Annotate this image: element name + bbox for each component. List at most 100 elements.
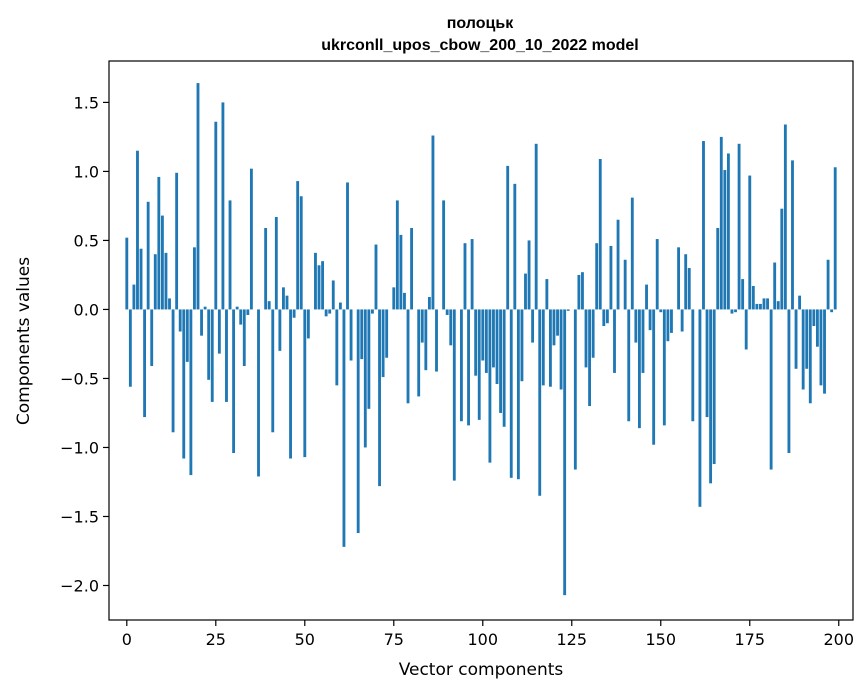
bar-185 — [783, 124, 787, 310]
bar-148 — [652, 309, 656, 445]
bar-137 — [613, 309, 616, 373]
x-tick-label: 25 — [206, 630, 226, 649]
bar-16 — [182, 309, 186, 459]
bar-172 — [737, 143, 741, 310]
y-tick-label: −1.0 — [60, 438, 99, 457]
bar-63 — [349, 309, 353, 361]
bar-189 — [798, 295, 802, 310]
bar-70 — [374, 244, 378, 310]
bar-193 — [812, 309, 816, 326]
bar-103 — [492, 309, 495, 368]
bar-168 — [723, 170, 727, 310]
bar-49 — [299, 196, 303, 310]
bar-85 — [427, 297, 431, 310]
bar-106 — [502, 309, 506, 427]
bar-4 — [139, 248, 143, 310]
plot-frame — [108, 60, 854, 621]
bar-35 — [249, 168, 253, 310]
bar-62 — [346, 182, 349, 310]
bar-14 — [175, 172, 179, 310]
bar-54 — [317, 265, 321, 310]
bar-197 — [826, 259, 830, 310]
bar-92 — [452, 309, 456, 481]
y-tick-label: −1.5 — [60, 507, 99, 526]
bar-112 — [524, 273, 527, 310]
bar-135 — [605, 309, 609, 324]
bar-171 — [734, 309, 737, 313]
bar-31 — [235, 306, 239, 310]
bar-19 — [193, 247, 196, 310]
bar-78 — [403, 292, 406, 310]
bar-2 — [132, 284, 136, 310]
bar-170 — [730, 309, 734, 314]
bar-82 — [417, 309, 421, 397]
bar-5 — [143, 309, 147, 418]
bar-22 — [203, 306, 207, 310]
bar-199 — [833, 167, 837, 310]
bar-108 — [509, 309, 513, 478]
bar-76 — [395, 200, 399, 310]
bar-51 — [306, 309, 310, 339]
bar-146 — [645, 284, 648, 310]
bar-107 — [506, 165, 510, 310]
bar-15 — [178, 309, 182, 332]
bar-29 — [228, 200, 232, 310]
bar-97 — [470, 239, 474, 310]
bar-32 — [239, 309, 243, 325]
bar-196 — [823, 309, 826, 394]
bar-27 — [221, 102, 225, 310]
bar-128 — [581, 272, 584, 310]
bar-98 — [474, 309, 478, 376]
bar-105 — [499, 309, 503, 413]
bar-66 — [360, 309, 364, 360]
bar-45 — [285, 295, 289, 310]
bar-164 — [709, 309, 713, 484]
bar-166 — [716, 228, 720, 310]
bar-25 — [214, 121, 218, 310]
x-tick-label: 125 — [557, 630, 588, 649]
bar-190 — [801, 309, 805, 390]
bar-150 — [659, 309, 663, 313]
bar-110 — [516, 309, 520, 480]
bar-101 — [484, 309, 488, 373]
bar-44 — [282, 287, 285, 310]
bar-198 — [830, 309, 834, 313]
bar-179 — [762, 298, 766, 310]
bar-124 — [566, 309, 570, 311]
bar-72 — [381, 309, 385, 378]
bar-113 — [527, 240, 531, 310]
bar-180 — [766, 298, 769, 310]
y-tick-label: 0.0 — [74, 300, 99, 319]
bar-126 — [573, 309, 577, 470]
bar-34 — [246, 309, 250, 315]
bar-33 — [242, 309, 246, 367]
bar-123 — [563, 309, 567, 596]
bar-83 — [420, 309, 424, 343]
bar-151 — [662, 309, 666, 426]
bar-26 — [217, 309, 221, 354]
bar-57 — [328, 309, 332, 314]
bar-71 — [378, 309, 381, 487]
bar-91 — [449, 309, 453, 346]
bar-13 — [171, 309, 175, 433]
bar-43 — [278, 309, 282, 351]
bar-187 — [791, 160, 794, 310]
bar-186 — [787, 309, 791, 453]
bar-18 — [189, 309, 193, 476]
bar-152 — [666, 309, 670, 342]
bar-48 — [296, 181, 300, 310]
bar-142 — [630, 197, 634, 310]
bar-24 — [210, 309, 214, 402]
bar-73 — [385, 309, 389, 358]
bar-121 — [556, 309, 559, 336]
bar-58 — [331, 280, 335, 310]
bar-175 — [748, 175, 752, 310]
bar-40 — [267, 301, 271, 310]
bar-9 — [157, 176, 161, 310]
x-tick-label: 0 — [122, 630, 132, 649]
chart-subtitle: ukrconll_upos_cbow_200_10_2022 model — [321, 37, 638, 54]
x-tick-label: 200 — [823, 630, 854, 649]
bar-156 — [680, 309, 684, 332]
bar-181 — [769, 309, 773, 470]
